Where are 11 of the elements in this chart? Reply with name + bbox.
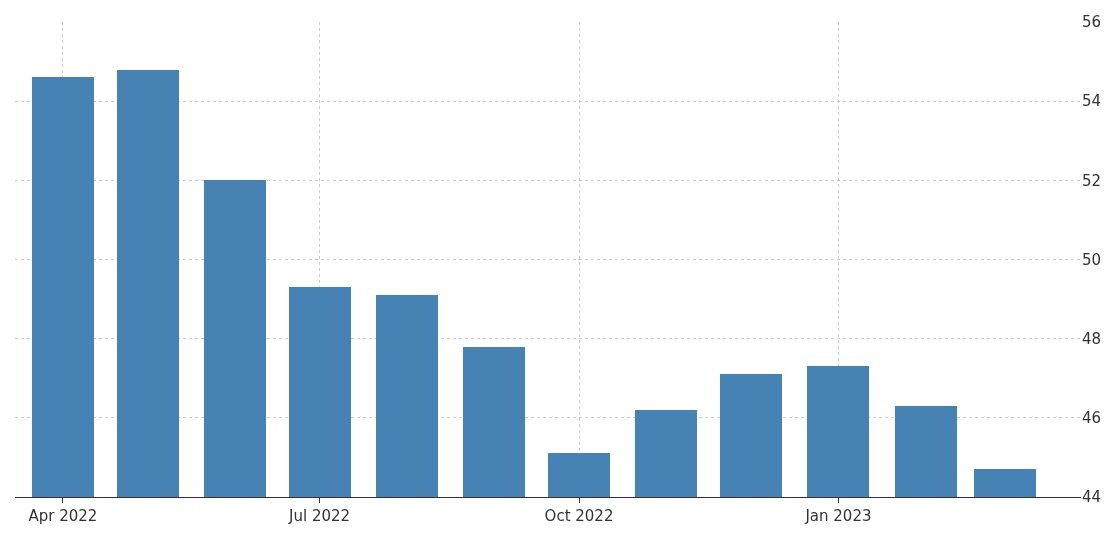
y-tick-label: 46 xyxy=(1082,409,1102,428)
y-tick-label: 48 xyxy=(1082,329,1102,348)
x-tick-label: Jul 2022 xyxy=(288,507,351,525)
x-tick-label: Jan 2023 xyxy=(804,507,872,525)
y-tick-label: 52 xyxy=(1082,171,1102,190)
y-tick-label: 54 xyxy=(1082,92,1102,111)
x-tick-label: Oct 2022 xyxy=(544,507,614,525)
x-tick-label: Apr 2022 xyxy=(28,507,98,525)
y-tick-label: 44 xyxy=(1082,488,1102,507)
y-tick-label: 56 xyxy=(1082,13,1102,32)
y-tick-label: 50 xyxy=(1082,250,1102,269)
